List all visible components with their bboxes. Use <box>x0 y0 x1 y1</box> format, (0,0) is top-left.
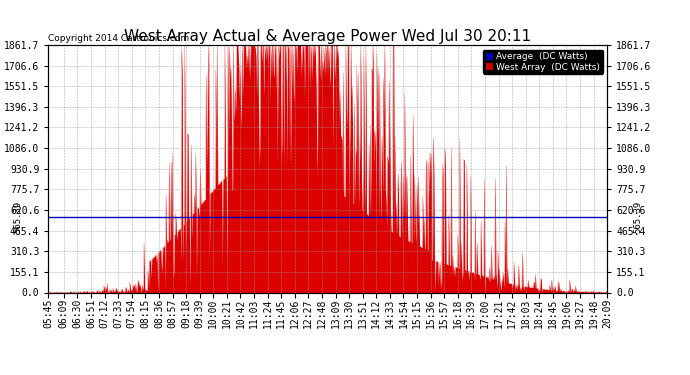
Legend: Average  (DC Watts), West Array  (DC Watts): Average (DC Watts), West Array (DC Watts… <box>484 50 602 74</box>
Text: 565.39: 565.39 <box>13 201 22 234</box>
Title: West Array Actual & Average Power Wed Jul 30 20:11: West Array Actual & Average Power Wed Ju… <box>124 29 531 44</box>
Text: 565.39: 565.39 <box>633 201 642 234</box>
Text: Copyright 2014 Cartronics.com: Copyright 2014 Cartronics.com <box>48 33 190 42</box>
